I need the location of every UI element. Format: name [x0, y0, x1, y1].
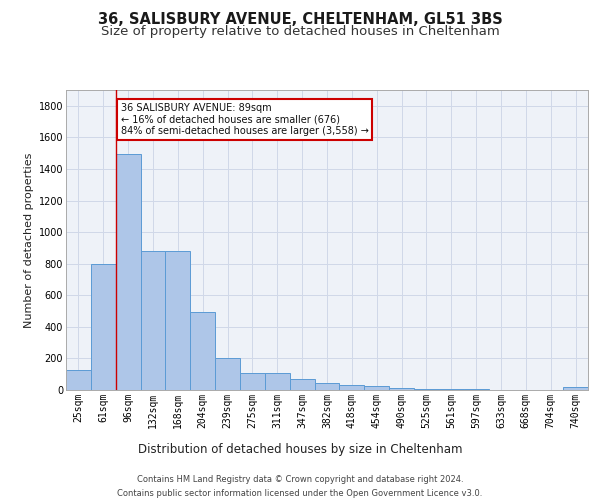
Text: 36 SALISBURY AVENUE: 89sqm
← 16% of detached houses are smaller (676)
84% of sem: 36 SALISBURY AVENUE: 89sqm ← 16% of deta…: [121, 102, 368, 136]
Bar: [563, 387, 588, 390]
Bar: [116, 154, 140, 390]
Bar: [265, 373, 290, 390]
Bar: [166, 252, 190, 390]
Bar: [439, 389, 464, 390]
Bar: [414, 389, 439, 390]
Bar: [140, 252, 166, 390]
Bar: [66, 370, 91, 390]
Bar: [464, 389, 488, 390]
Text: Contains HM Land Registry data © Crown copyright and database right 2024.
Contai: Contains HM Land Registry data © Crown c…: [118, 476, 482, 498]
Text: Size of property relative to detached houses in Cheltenham: Size of property relative to detached ho…: [101, 25, 499, 38]
Text: Distribution of detached houses by size in Cheltenham: Distribution of detached houses by size …: [138, 442, 462, 456]
Bar: [389, 388, 414, 390]
Y-axis label: Number of detached properties: Number of detached properties: [25, 152, 34, 328]
Bar: [91, 264, 116, 390]
Bar: [190, 312, 215, 390]
Bar: [340, 386, 364, 390]
Bar: [290, 380, 314, 390]
Bar: [240, 373, 265, 390]
Bar: [364, 386, 389, 390]
Text: 36, SALISBURY AVENUE, CHELTENHAM, GL51 3BS: 36, SALISBURY AVENUE, CHELTENHAM, GL51 3…: [98, 12, 502, 28]
Bar: [215, 358, 240, 390]
Bar: [314, 383, 340, 390]
